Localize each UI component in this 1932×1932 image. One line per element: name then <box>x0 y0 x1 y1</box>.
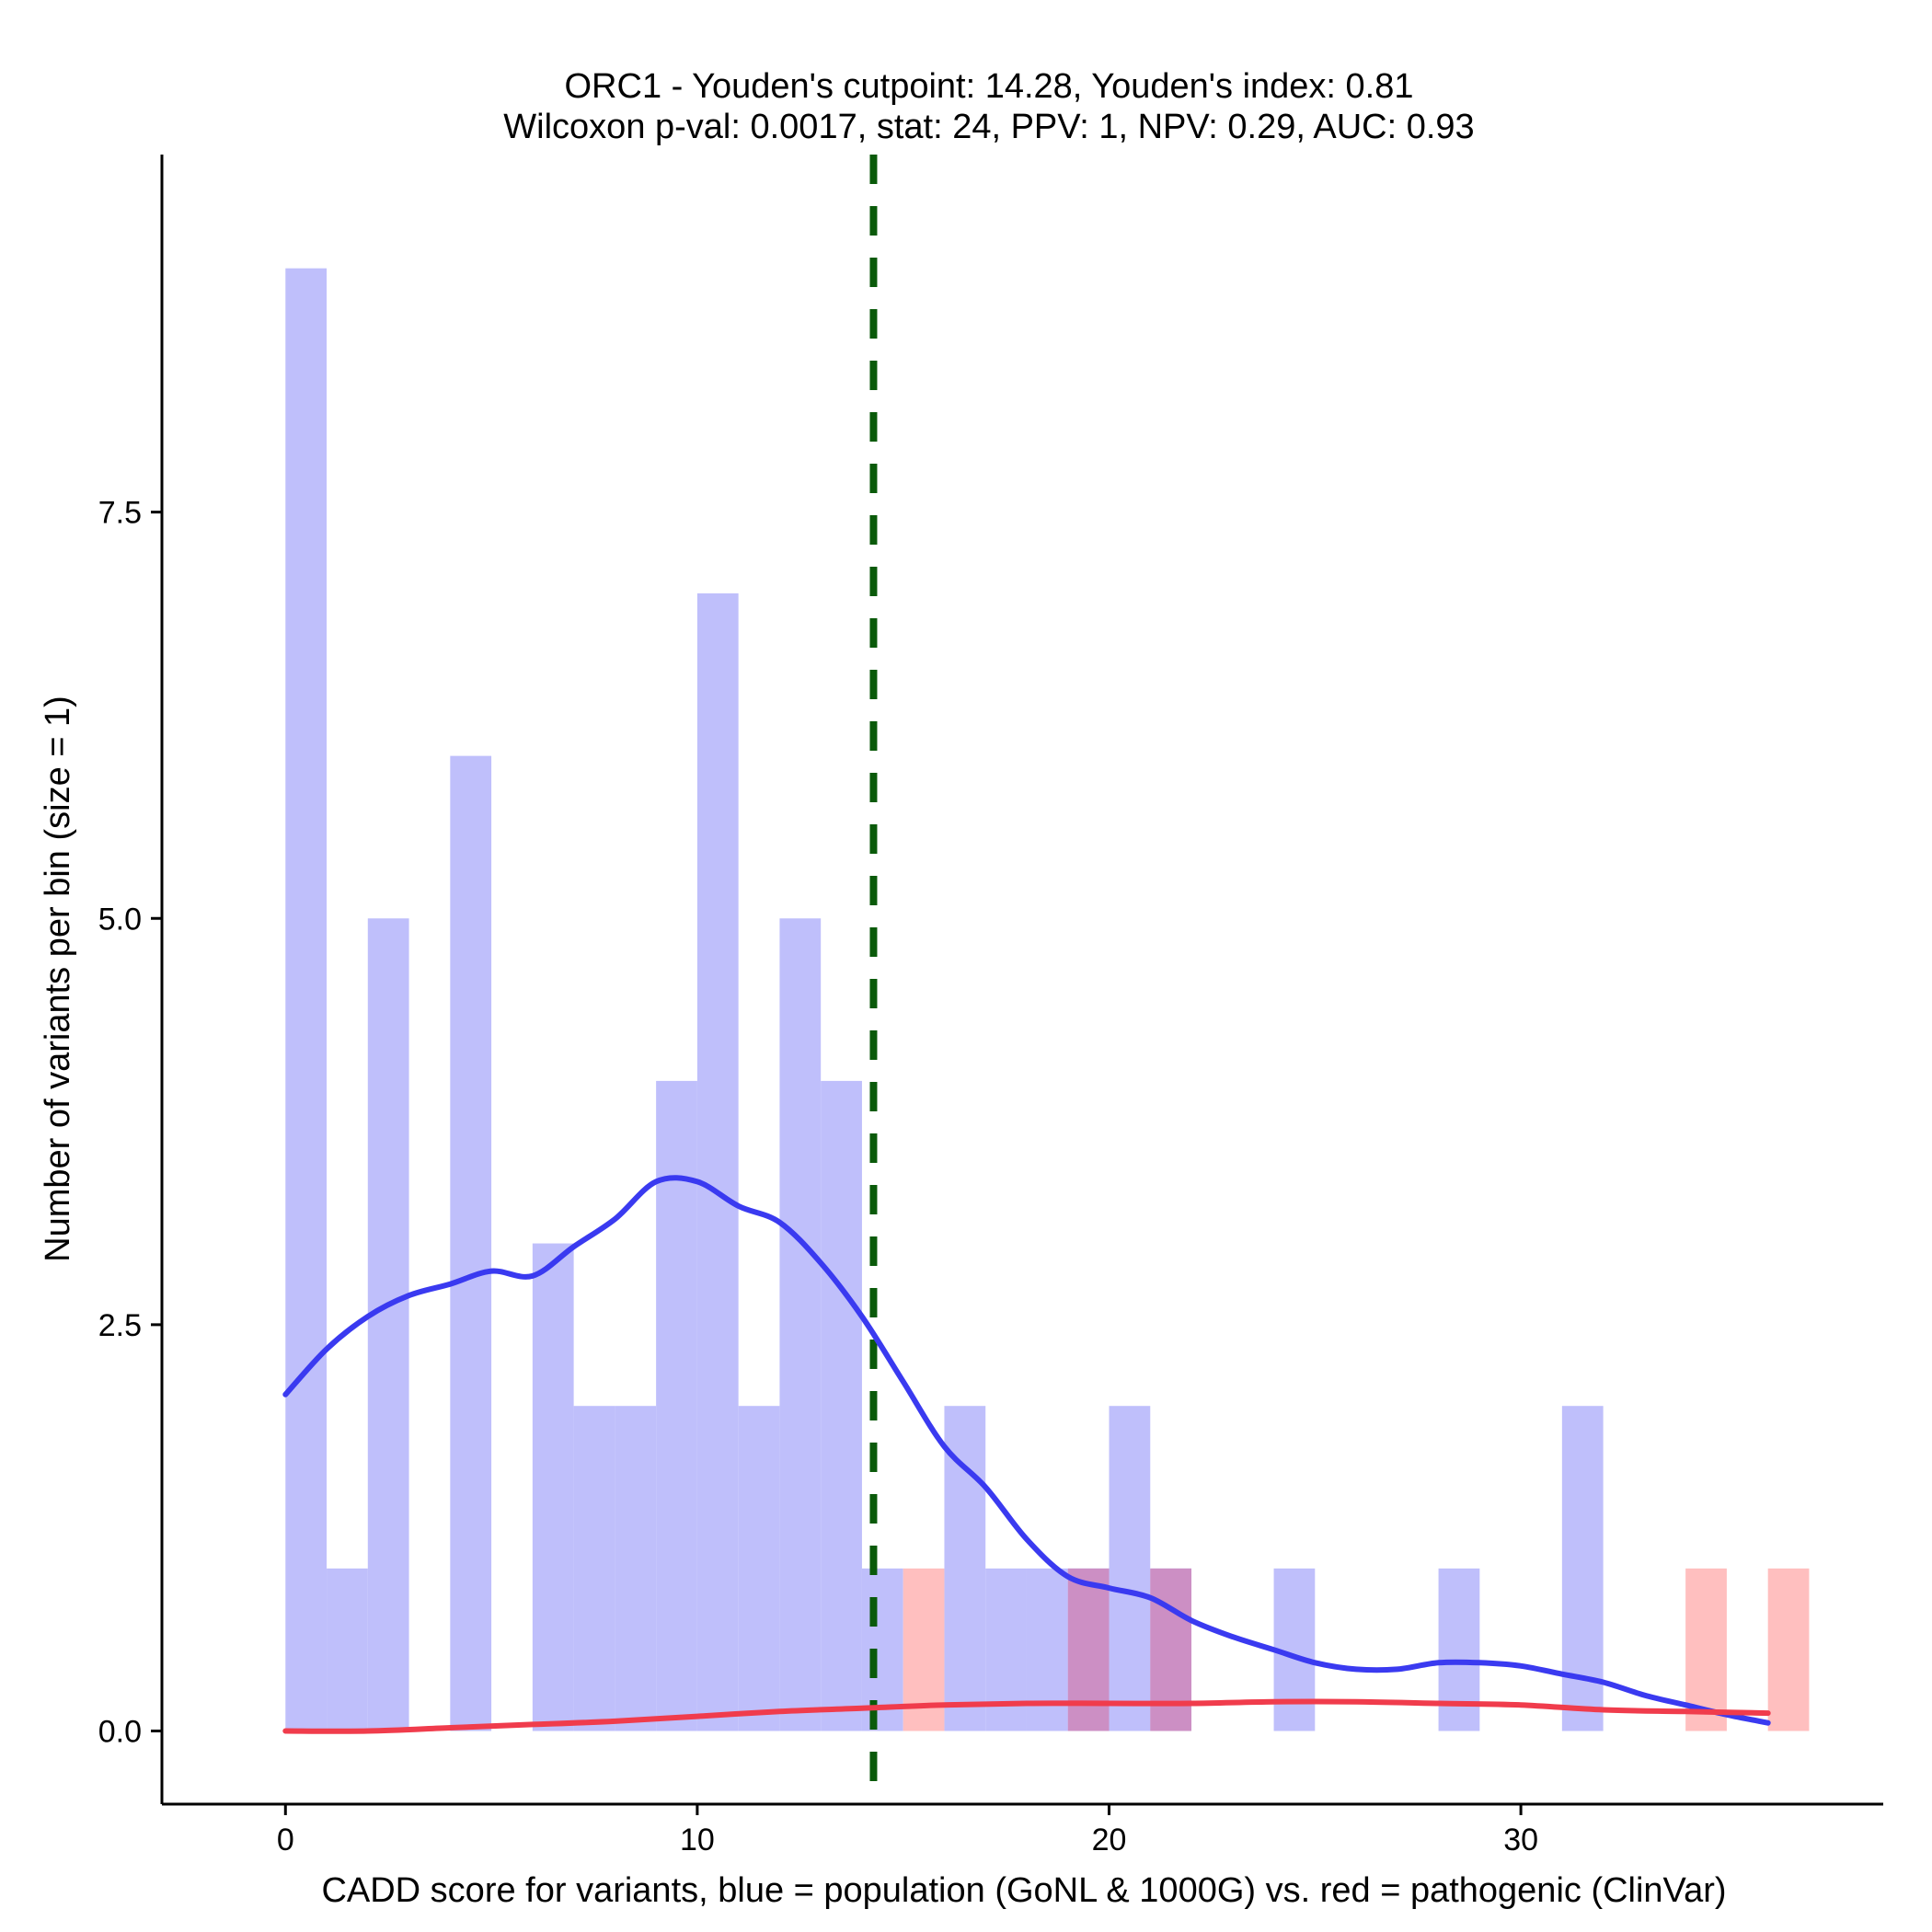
population-bar <box>821 1080 862 1731</box>
x-tick-label: 30 <box>1503 1823 1538 1857</box>
population-bar <box>738 1406 780 1731</box>
population-bar <box>532 1243 574 1731</box>
population-bar <box>367 918 409 1731</box>
population-density-curve <box>282 1175 1771 1726</box>
population-bar <box>573 1406 615 1731</box>
y-tick-label: 0.0 <box>98 1715 142 1750</box>
population-bar <box>696 592 739 1731</box>
population-bars <box>285 268 1604 1731</box>
population-bar <box>327 1568 368 1731</box>
population-bar <box>1026 1568 1068 1731</box>
y-tick-label: 5.0 <box>98 902 142 937</box>
x-axis-label: CADD score for variants, blue = populati… <box>321 1871 1726 1910</box>
chart-subtitle: Wilcoxon p-val: 0.0017, stat: 24, PPV: 1… <box>503 108 1474 146</box>
y-axis-label: Number of variants per bin (size = 1) <box>39 696 77 1262</box>
pathogenic-density-curve <box>282 1698 1771 1734</box>
population-bar <box>656 1080 697 1731</box>
x-tick-label: 20 <box>1092 1823 1127 1857</box>
population-bar <box>1109 1406 1151 1731</box>
y-tick-label: 2.5 <box>98 1308 142 1343</box>
population-bar <box>615 1406 657 1731</box>
x-tick-label: 0 <box>277 1823 294 1857</box>
y-tick-label: 7.5 <box>98 496 142 531</box>
overlap-bar <box>1150 1568 1192 1731</box>
density-curves <box>282 1175 1771 1734</box>
axis-ticks: 0 10 20 30 0.0 2.5 5.0 7.5 <box>98 496 1538 1857</box>
population-bar <box>450 755 492 1731</box>
population-bar <box>944 1406 986 1731</box>
x-tick-label: 10 <box>680 1823 715 1857</box>
population-bar <box>285 268 328 1731</box>
population-bar <box>779 918 822 1731</box>
population-bar <box>861 1568 903 1731</box>
pathogenic-bar <box>1767 1568 1810 1731</box>
overlap-bar <box>1067 1568 1110 1731</box>
chart-title: ORC1 - Youden's cutpoint: 14.28, Youden'… <box>565 67 1414 106</box>
